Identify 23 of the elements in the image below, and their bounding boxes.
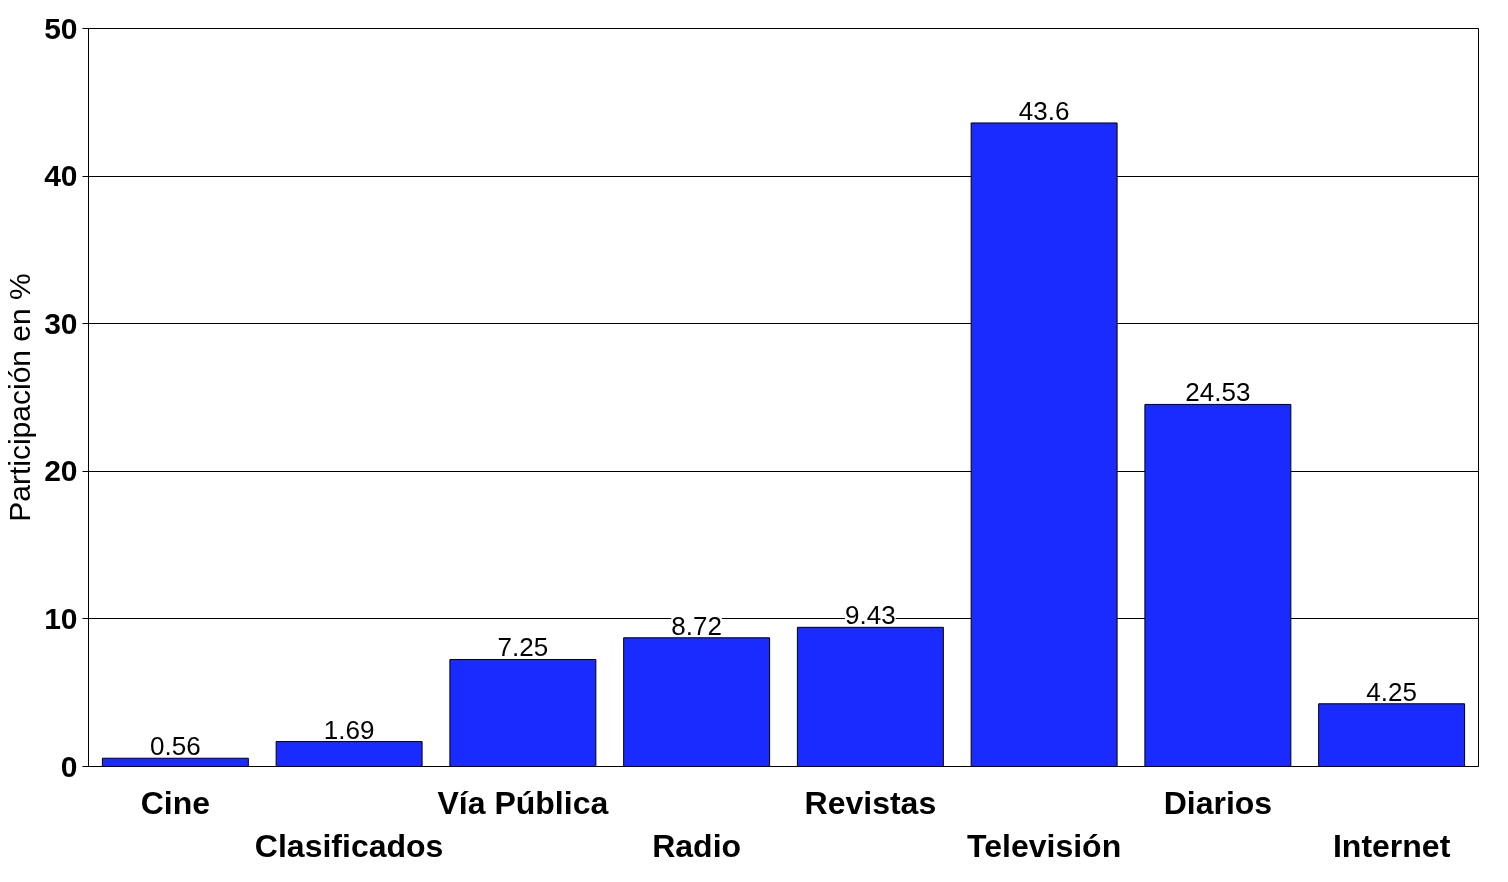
x-tick-label: Internet [1332,827,1451,864]
y-tick-label: 20 [44,454,78,488]
y-tick-label: 30 [44,306,78,340]
x-tick-label: Revistas [804,784,937,821]
data-label: 4.25 [1366,676,1417,707]
data-label: 24.53 [1185,377,1251,408]
data-label: 0.56 [150,731,201,762]
data-label: 43.6 [1018,95,1070,126]
data-label: 9.43 [845,600,896,631]
data-label: 1.69 [323,714,375,745]
x-tick-label: Vía Pública [437,784,609,821]
x-tick-label: Televisión [967,827,1122,864]
data-label: 8.72 [671,610,722,641]
y-axis-title: Participación en % [3,273,37,522]
x-tick-label: Diarios [1163,784,1273,821]
y-tick-label: 50 [44,11,78,45]
data-label: 7.25 [497,632,549,663]
y-tick-label: 10 [44,601,78,635]
y-tick-label: 40 [44,159,78,193]
x-tick-label: Clasificados [254,827,444,864]
x-tick-label: Cine [140,784,211,821]
x-tick-label: Radio [652,827,742,864]
y-tick-label: 0 [60,749,78,783]
